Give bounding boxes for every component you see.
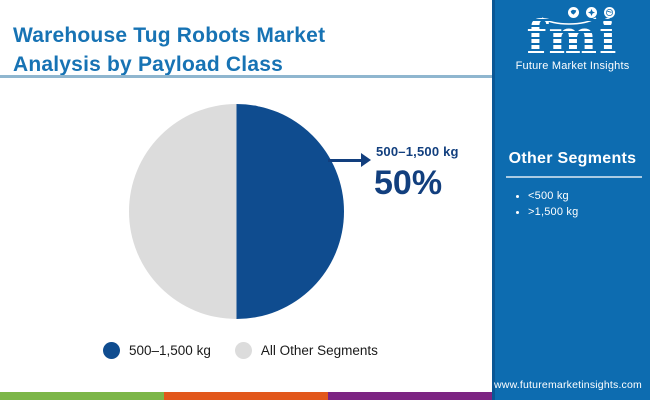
- logo-brand-wrap: fmi: [526, 10, 619, 64]
- website-link[interactable]: www.futuremarketinsights.com: [494, 379, 642, 391]
- pie-chart: [129, 104, 344, 319]
- footer-stripe-green: [0, 392, 164, 400]
- callout-label: 500–1,500 kg: [376, 144, 459, 159]
- other-segments-heading: Other Segments: [508, 150, 637, 167]
- legend-label: All Other Segments: [260, 343, 378, 358]
- list-item: >1,500 kg: [516, 206, 578, 218]
- logo-brand-text: fmi: [526, 10, 619, 64]
- callout-value: 50%: [374, 164, 443, 202]
- list-item: <500 kg: [516, 190, 578, 202]
- header-divider: [0, 75, 492, 78]
- other-segments-list: <500 kg >1,500 kg: [516, 186, 578, 222]
- legend-label: 500–1,500 kg: [129, 343, 211, 358]
- map-icon: [568, 7, 579, 18]
- legend-swatch-primary: [103, 342, 120, 359]
- legend-item: 500–1,500 kg: [103, 342, 211, 359]
- compass-plane-icon: [586, 7, 597, 18]
- legend-swatch-other: [234, 342, 252, 359]
- other-segments-divider: [506, 176, 642, 178]
- footer-stripe-orange: [164, 392, 328, 400]
- callout-arrowhead-icon: [361, 153, 371, 167]
- logo-icons-row: [533, 7, 650, 19]
- callout-arrow-line: [328, 159, 362, 162]
- sidebar: fmi Future Market Insights Other Segment…: [492, 0, 650, 400]
- legend-item: All Other Segments: [234, 342, 378, 359]
- fmi-logo: fmi Future Market Insights: [495, 7, 650, 72]
- footer-stripe: [0, 392, 492, 400]
- chart-legend: 500–1,500 kg All Other Segments: [103, 342, 378, 359]
- footer-stripe-purple: [328, 392, 492, 400]
- page-title: Warehouse Tug Robots Market Analysis by …: [13, 24, 326, 77]
- logo-tagline: Future Market Insights: [515, 60, 630, 72]
